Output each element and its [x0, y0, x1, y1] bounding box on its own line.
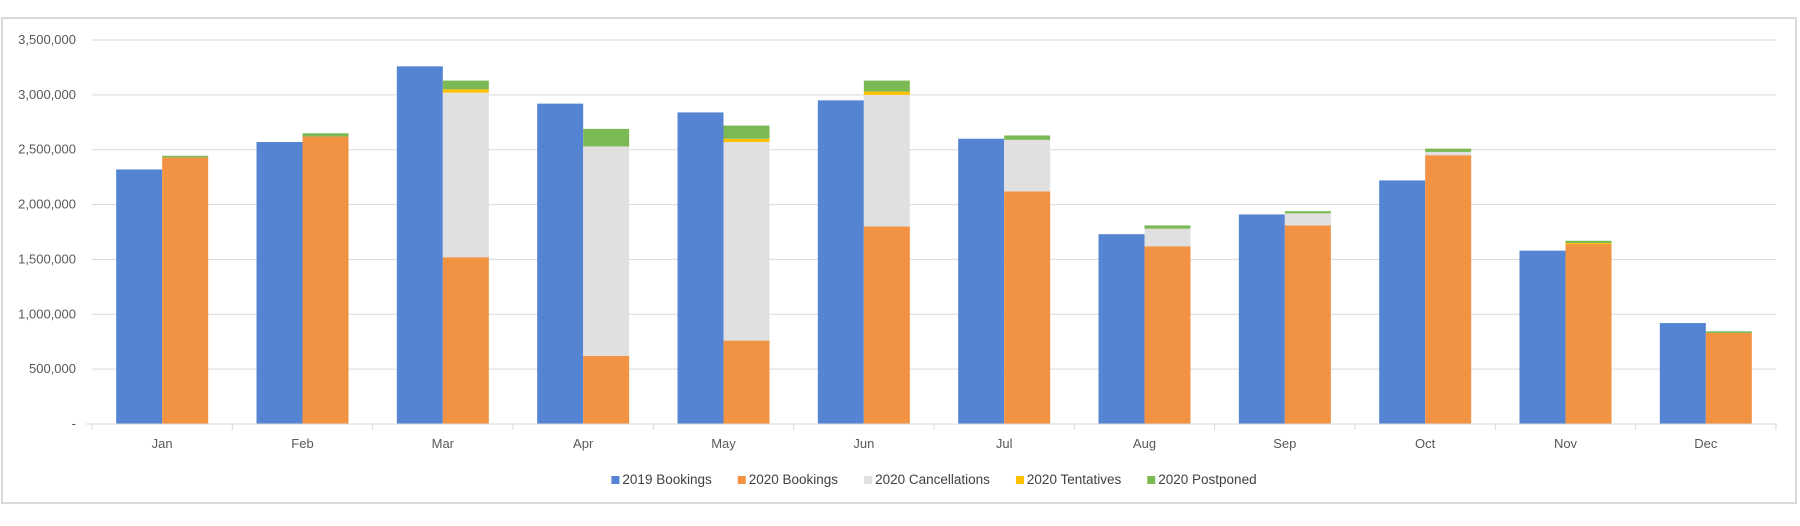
- x-tick-label: Apr: [573, 436, 594, 451]
- bar-2020-postponed-feb: [302, 133, 349, 137]
- bar-2020-tentatives-nov: [1565, 242, 1612, 245]
- x-tick-label: Jun: [853, 436, 874, 451]
- legend-item: 2020 Bookings: [737, 472, 839, 487]
- bar-2019-bookings-jul: [958, 138, 1005, 424]
- bar-2020-bookings-nov: [1565, 244, 1612, 424]
- y-tick-label: 1,500,000: [18, 251, 76, 266]
- bar-2020-bookings-oct: [1425, 155, 1472, 424]
- bar-2020-postponed-apr: [583, 128, 630, 147]
- x-tick-label: Aug: [1133, 436, 1156, 451]
- bar-2019-bookings-dec: [1659, 323, 1706, 424]
- bar-2019-bookings-sep: [1238, 214, 1285, 424]
- bar-2020-bookings-jan: [162, 157, 209, 424]
- y-tick-label: 1,000,000: [18, 306, 76, 321]
- legend-label: 2020 Postponed: [1158, 472, 1256, 487]
- legend-swatch: [864, 476, 873, 484]
- bar-2020-postponed-mar: [442, 80, 489, 90]
- gridlines: [92, 39, 1776, 370]
- y-tick-label: -: [72, 416, 76, 431]
- bar-2019-bookings-aug: [1098, 234, 1145, 424]
- bar-2020-cancellations-mar: [442, 92, 489, 258]
- bar-2020-bookings-mar: [442, 257, 489, 424]
- bar-2020-bookings-sep: [1284, 225, 1331, 424]
- bar-2020-postponed-oct: [1425, 148, 1472, 152]
- legend-item: 2019 Bookings: [611, 472, 712, 487]
- bar-2020-bookings-dec: [1705, 332, 1752, 424]
- x-tick-label: May: [711, 436, 736, 451]
- bar-2020-cancellations-aug: [1144, 228, 1191, 247]
- bar-2020-cancellations-apr: [583, 146, 630, 356]
- bar-2019-bookings-nov: [1519, 250, 1566, 424]
- bar-2020-bookings-aug: [1144, 246, 1191, 424]
- bar-2020-postponed-jul: [1004, 135, 1051, 140]
- x-tick-label: Jul: [996, 436, 1013, 451]
- y-tick-label: 2,500,000: [18, 142, 76, 157]
- legend-label: 2019 Bookings: [622, 472, 712, 487]
- x-axis: Jan Feb Mar Apr May Jun Jul Aug Sep Oct Nov Dec: [86, 423, 1777, 451]
- x-tick-label: Dec: [1694, 436, 1718, 451]
- bar-2020-tentatives-may: [723, 138, 770, 143]
- y-tick-label: 3,000,000: [18, 87, 76, 102]
- legend-swatch: [1015, 476, 1024, 484]
- y-tick-label: 3,500,000: [18, 32, 76, 47]
- y-axis-ticks: - 500,000 1,000,000 1,500,000 2,000,000 2,500…: [18, 32, 76, 431]
- legend-item: 2020 Tentatives: [1015, 472, 1122, 487]
- legend-label: 2020 Bookings: [749, 472, 839, 487]
- bar-2020-cancellations-oct: [1425, 151, 1472, 156]
- bar-2020-tentatives-jun: [863, 91, 910, 95]
- bar-2020-postponed-may: [723, 125, 770, 139]
- bar-2020-cancellations-jun: [863, 94, 910, 227]
- bar-2020-postponed-aug: [1144, 225, 1191, 229]
- bar-2020-postponed-nov: [1565, 240, 1612, 243]
- bar-2020-postponed-jan: [162, 155, 209, 158]
- bar-2020-tentatives-mar: [442, 89, 489, 93]
- bars: [116, 66, 1752, 425]
- y-tick-label: 500,000: [29, 361, 76, 376]
- bar-2019-bookings-feb: [256, 142, 303, 424]
- legend-label: 2020 Tentatives: [1027, 472, 1122, 487]
- bar-2020-bookings-feb: [302, 136, 349, 424]
- bar-2020-bookings-apr: [583, 355, 630, 424]
- bar-2019-bookings-mar: [396, 66, 443, 425]
- bar-2020-bookings-jul: [1004, 191, 1051, 424]
- x-tick-label: Sep: [1273, 436, 1296, 451]
- legend: 2019 Bookings 2020 Bookings 2020 Cancellat…: [611, 472, 1257, 487]
- bar-2020-bookings-may: [723, 340, 770, 424]
- bar-2020-postponed-jun: [863, 80, 910, 92]
- legend-swatch: [737, 476, 746, 484]
- y-tick-label: 2,000,000: [18, 197, 76, 212]
- x-tick-label: Mar: [432, 436, 455, 451]
- legend-label: 2020 Cancellations: [875, 472, 990, 487]
- x-tick-label: Feb: [291, 436, 313, 451]
- bar-2019-bookings-jun: [817, 100, 864, 424]
- bar-2019-bookings-apr: [537, 103, 584, 425]
- bar-2020-postponed-dec: [1705, 331, 1752, 333]
- bar-2020-cancellations-may: [723, 142, 770, 341]
- legend-item: 2020 Cancellations: [864, 472, 990, 487]
- legend-item: 2020 Postponed: [1147, 472, 1257, 487]
- x-tick-label: Oct: [1415, 436, 1436, 451]
- bar-2020-bookings-jun: [863, 226, 910, 424]
- bar-2019-bookings-jan: [116, 169, 163, 424]
- bar-2020-postponed-sep: [1284, 211, 1331, 214]
- legend-swatch: [1147, 476, 1156, 484]
- x-tick-label: Nov: [1554, 436, 1578, 451]
- bar-2019-bookings-oct: [1379, 180, 1426, 424]
- x-tick-label: Jan: [152, 436, 173, 451]
- bar-2020-cancellations-sep: [1284, 213, 1331, 226]
- bar-2020-cancellations-jul: [1004, 139, 1051, 192]
- bar-2019-bookings-may: [677, 112, 724, 424]
- legend-swatch: [611, 476, 620, 484]
